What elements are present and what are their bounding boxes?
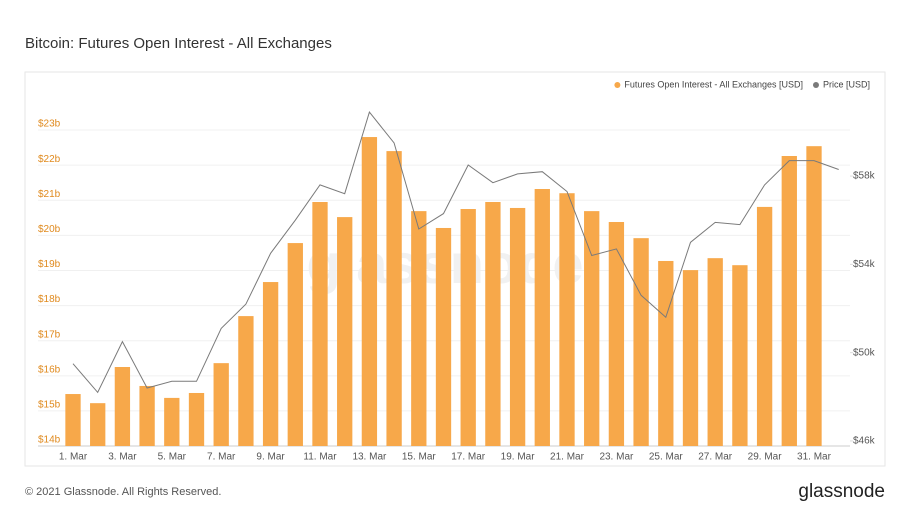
bar: [658, 260, 674, 446]
x-tick-label: 3. Mar: [108, 452, 137, 463]
x-tick-label: 21. Mar: [550, 452, 585, 463]
y-tick-label: $14b: [38, 435, 61, 446]
x-tick-label: 25. Mar: [649, 452, 684, 463]
y2-tick-label: $54k: [853, 259, 876, 270]
y2-tick-label: $46k: [853, 436, 876, 447]
bar: [509, 207, 526, 446]
bar: [90, 403, 106, 446]
y-tick-label: $20b: [38, 224, 61, 235]
y-tick-label: $16b: [38, 364, 61, 375]
bar: [732, 265, 748, 446]
bar: [682, 270, 699, 446]
x-tick-label: 13. Mar: [352, 452, 387, 463]
bar: [337, 217, 353, 446]
bar: [633, 238, 649, 446]
bar: [707, 258, 723, 446]
x-tick-label: 5. Mar: [158, 452, 187, 463]
bar: [756, 206, 773, 446]
bar: [361, 137, 378, 447]
bar: [534, 189, 550, 446]
bar: [188, 392, 205, 446]
y-tick-label: $22b: [38, 154, 61, 165]
y-tick-label: $21b: [38, 189, 61, 200]
legend-marker: [614, 82, 621, 88]
x-tick-label: 29. Mar: [748, 452, 783, 463]
x-tick-label: 11. Mar: [303, 452, 337, 463]
x-tick-label: 1. Mar: [59, 452, 88, 463]
bar: [262, 282, 279, 446]
bar: [411, 211, 427, 446]
x-tick-label: 19. Mar: [501, 452, 536, 463]
bar: [485, 201, 501, 446]
y-tick-label: $17b: [38, 329, 61, 340]
bar: [65, 394, 81, 446]
x-tick-label: 23. Mar: [599, 452, 634, 463]
bar: [213, 363, 229, 446]
y-tick-label: $19b: [38, 259, 61, 270]
bar: [312, 201, 328, 446]
x-tick-label: 9. Mar: [256, 452, 285, 463]
footer: © 2021 Glassnode. All Rights Reserved.: [25, 486, 221, 498]
x-tick-label: 7. Mar: [207, 452, 236, 463]
bar: [114, 367, 131, 446]
bar: [386, 151, 402, 447]
y-tick-label: $15b: [38, 400, 61, 411]
y-tick-label: $18b: [38, 294, 61, 305]
legend-label: Price [USD]: [823, 79, 870, 89]
legend-marker: [812, 82, 819, 88]
bar: [238, 316, 254, 446]
y-tick-label: $23b: [38, 119, 61, 130]
brand-logo: glassnode: [798, 481, 885, 502]
price-line: [72, 111, 839, 394]
bar: [584, 211, 600, 446]
legend-label: Futures Open Interest - All Exchanges [U…: [624, 79, 803, 89]
bar: [164, 397, 180, 446]
x-tick-label: 15. Mar: [402, 452, 437, 463]
chart-title: Bitcoin: Futures Open Interest - All Exc…: [25, 35, 332, 52]
bar: [460, 209, 476, 446]
y2-tick-label: $50k: [853, 347, 876, 358]
bar: [806, 146, 822, 446]
bar: [435, 227, 452, 446]
bar: [781, 156, 797, 446]
bar: [559, 193, 575, 446]
bar: [287, 243, 303, 446]
x-tick-label: 31. Mar: [797, 452, 832, 463]
x-tick-label: 27. Mar: [698, 452, 733, 463]
y2-tick-label: $58k: [853, 171, 876, 182]
bar: [608, 222, 625, 446]
bar: [139, 385, 155, 446]
x-tick-label: 17. Mar: [451, 452, 486, 463]
